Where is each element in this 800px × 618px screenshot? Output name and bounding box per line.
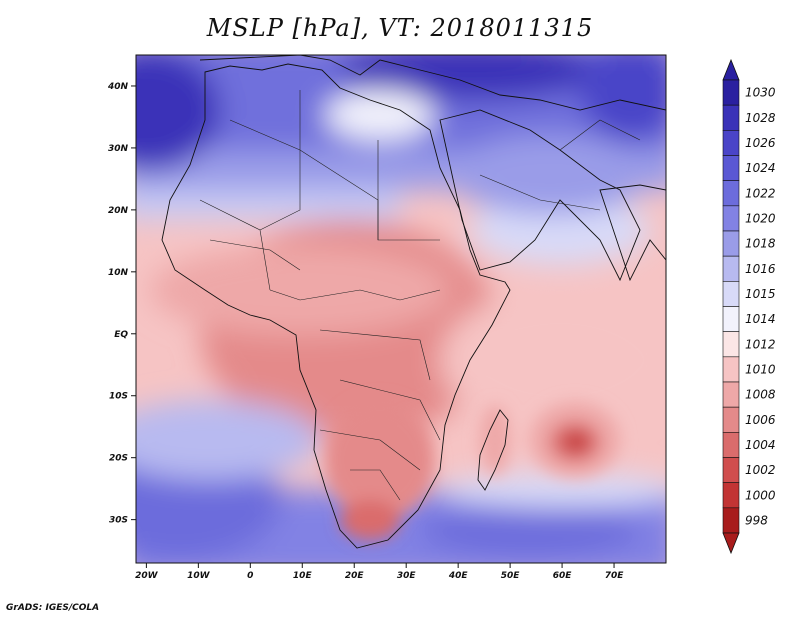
country-borders xyxy=(199,90,641,501)
colorbar-label: 1018 xyxy=(745,237,776,251)
lon-tick-label: 40E xyxy=(448,571,469,581)
colorbar-label: 998 xyxy=(745,513,768,527)
colorbar-label: 1004 xyxy=(745,438,776,452)
africa-coastline xyxy=(161,63,511,549)
colorbar-label: 1006 xyxy=(745,413,776,427)
arabia-coastline xyxy=(439,109,641,282)
colorbar-swatch xyxy=(722,230,740,257)
colorbar-swatch xyxy=(722,180,740,207)
map-title: MSLP [hPa], VT: 2018011315 xyxy=(206,14,594,42)
lon-tick-label: 30E xyxy=(397,571,417,581)
colorbar-swatch xyxy=(722,381,740,408)
europe-coastline xyxy=(199,55,666,111)
colorbar-label: 1022 xyxy=(745,186,776,200)
lon-tick-label: 0 xyxy=(247,571,253,581)
colorbar-label: 1014 xyxy=(745,312,776,326)
lat-tick-label: 30N xyxy=(108,144,129,154)
lon-tick-label: 20E xyxy=(345,571,365,581)
colorbar-swatch xyxy=(722,155,740,181)
colorbar-swatch xyxy=(722,507,740,534)
lon-tick-label: 20W xyxy=(135,571,159,581)
colorbar-swatch xyxy=(722,281,740,307)
colorbar-label: 1026 xyxy=(745,136,776,150)
colorbar-label: 1000 xyxy=(745,488,776,502)
longitude-axis: 20W 10W 0 10E 20E 30E 40E 50E 60E 70E xyxy=(135,563,624,581)
colorbar-label: 1020 xyxy=(745,211,776,225)
colorbar-min-arrow xyxy=(722,532,740,555)
colorbar-label: 1015 xyxy=(745,287,776,301)
lat-tick-label: EQ xyxy=(114,330,128,340)
colorbar-label: 1008 xyxy=(745,388,776,402)
pressure-field xyxy=(136,55,666,563)
colorbar-swatch xyxy=(722,255,740,282)
credit-text: GrADS: IGES/COLA xyxy=(6,603,100,613)
lat-tick-label: 10N xyxy=(108,268,129,278)
lon-tick-label: 10W xyxy=(187,571,211,581)
colorbar-label: 1010 xyxy=(745,362,776,376)
lat-tick-label: 30S xyxy=(109,516,128,526)
lon-tick-label: 60E xyxy=(553,571,573,581)
lat-tick-label: 20S xyxy=(109,454,128,464)
colorbar-swatch xyxy=(722,205,740,232)
india-coastline xyxy=(599,184,666,282)
colorbar-swatch xyxy=(722,130,740,156)
colorbar-max-arrow xyxy=(722,58,740,81)
lat-tick-label: 10S xyxy=(109,392,128,402)
colorbar-swatch xyxy=(722,432,740,458)
lon-tick-label: 10E xyxy=(293,571,313,581)
colorbar-swatch xyxy=(722,356,740,383)
colorbar-swatch xyxy=(722,79,740,106)
lat-tick-label: 20N xyxy=(108,206,129,216)
colorbar-label: 1012 xyxy=(745,337,776,351)
madagascar-coastline xyxy=(477,409,509,491)
colorbar-swatch xyxy=(722,482,740,509)
colorbar-swatch xyxy=(722,331,740,358)
colorbar-label: 1002 xyxy=(745,463,776,477)
latitude-axis: 40N 30N 20N 10N EQ 10S 20S 30S xyxy=(107,82,136,526)
colorbar-swatch xyxy=(722,306,740,332)
coastlines xyxy=(161,55,666,549)
colorbar-label: 1016 xyxy=(745,262,776,276)
colorbar-label: 1030 xyxy=(745,86,776,100)
colorbar-label: 1024 xyxy=(745,161,776,175)
lon-tick-label: 50E xyxy=(501,571,521,581)
colorbar-swatch xyxy=(722,104,740,131)
colorbar-swatch xyxy=(722,457,740,483)
colorbar-label: 1028 xyxy=(745,111,776,125)
plot-frame xyxy=(135,54,667,564)
lon-tick-label: 70E xyxy=(605,571,625,581)
colorbar: 1030 1028 1026 1024 1022 1020 1018 1016 1015 1014… xyxy=(722,58,776,555)
lat-tick-label: 40N xyxy=(107,82,129,92)
colorbar-swatch xyxy=(722,406,740,433)
